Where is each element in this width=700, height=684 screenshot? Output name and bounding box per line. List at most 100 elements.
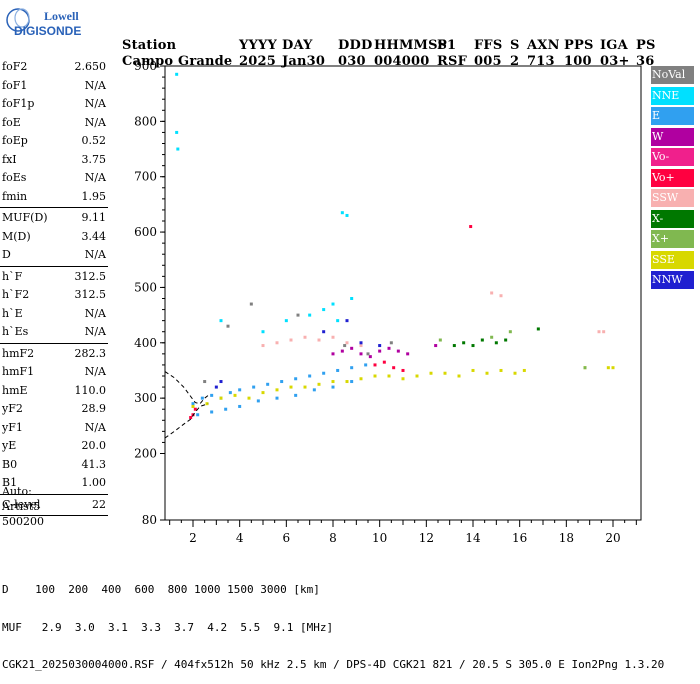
echo-point [494, 341, 498, 345]
echo-point [611, 366, 615, 370]
param-name: foE [2, 115, 21, 129]
auto-label: Auto: [2, 485, 32, 498]
echo-point [471, 344, 475, 348]
x-tick-label: 2 [189, 531, 197, 545]
param-b0: B0 41.3 [0, 456, 110, 475]
echo-point [345, 319, 349, 323]
param-fmin: fmin 1.95 [0, 188, 110, 207]
echo-point [480, 338, 484, 342]
echo-point [317, 338, 321, 342]
echo-point [214, 385, 218, 389]
autoscaling-info: Auto: Artist5 500200 [2, 484, 44, 529]
echo-point [294, 393, 298, 397]
legend-vo: Vo- [651, 148, 694, 166]
echo-point [359, 344, 363, 348]
y-tick-label: 900 [134, 59, 157, 73]
param-value: 1.00 [81, 476, 107, 489]
echo-point [247, 396, 251, 400]
scaled-parameters-panel: foF2 2.650 foF1 N/A foF1p N/A foE N/A foEp 0.52 fx… [0, 58, 110, 517]
echo-point [359, 341, 363, 345]
echo-point [224, 407, 228, 411]
echo-point [382, 360, 386, 364]
echo-point [373, 374, 377, 378]
echo-point [322, 308, 326, 312]
footer-distance-row: D 100 200 400 600 800 1000 1500 3000 [km… [2, 583, 320, 596]
echo-point [378, 344, 382, 348]
echo-point [210, 393, 214, 397]
header-value-7: 2 [510, 54, 519, 69]
logo-line1: Lowell [44, 9, 79, 23]
param-value: 0.52 [81, 134, 107, 147]
echo-point [189, 416, 193, 420]
param-ye: yE 20.0 [0, 437, 110, 456]
param-name: C-level [2, 497, 41, 511]
header-label-3: DDD [338, 38, 372, 53]
x-tick-label: 18 [559, 531, 574, 545]
echo-point [196, 413, 200, 417]
footer-info: D 100 200 400 600 800 1000 1500 3000 [km… [2, 559, 664, 684]
param-hme: hmE 110.0 [0, 382, 110, 401]
param-value: 3.75 [81, 152, 107, 166]
echo-point [303, 385, 307, 389]
param-name: MUF(D) [2, 211, 48, 224]
series-nne [175, 72, 354, 334]
echo-point [345, 213, 349, 217]
param-value: 41.3 [81, 457, 107, 471]
echo-point [303, 335, 307, 339]
param-name: yF1 [2, 420, 23, 434]
param-separator [0, 207, 108, 208]
legend-ssw: SSW [651, 189, 694, 207]
echo-point [350, 346, 354, 350]
echo-point [210, 410, 214, 414]
param-value: N/A [84, 325, 106, 338]
param-foes: foEs N/A [0, 169, 110, 188]
echo-point [368, 355, 372, 359]
echo-point [387, 346, 391, 350]
param-name: hmF1 [2, 365, 35, 378]
echo-point [205, 402, 209, 406]
echo-point [280, 380, 284, 384]
param-name: hmE [2, 383, 28, 397]
echo-point [203, 380, 207, 384]
echo-point [256, 399, 260, 403]
echo-point [597, 330, 601, 334]
echo-point [331, 380, 335, 384]
header-value-9: 100 [564, 54, 592, 69]
echo-point [193, 407, 197, 411]
param-name: fxI [2, 152, 17, 166]
echo-point [331, 335, 335, 339]
x-axis: 2 4 6 8 10 12 14 16 18 20 [169, 520, 637, 545]
echo-point [275, 388, 279, 392]
echo-point [219, 319, 223, 323]
series-vo [189, 225, 473, 420]
echo-point [485, 371, 489, 375]
echo-point [289, 338, 293, 342]
param-fof1p: foF1p N/A [0, 95, 110, 114]
legend-e: E [651, 107, 694, 125]
param-name: fmin [2, 189, 28, 203]
echo-point [226, 324, 230, 328]
x-tick-label: 4 [236, 531, 244, 545]
echo-point [513, 371, 517, 375]
echo-point [176, 147, 180, 151]
echo-point [331, 385, 335, 389]
legend-nne: NNE [651, 86, 694, 105]
y-tick-label: 400 [134, 336, 157, 350]
param-hmf1: hmF1 N/A [0, 363, 110, 382]
series-x [452, 327, 540, 348]
param-name: h`Es [2, 325, 29, 338]
param-foe: foE N/A [0, 114, 110, 133]
echo-point [415, 374, 419, 378]
series-x [438, 330, 587, 370]
param-hes: h`Es N/A [0, 323, 110, 342]
param-name: D [2, 248, 11, 261]
param-b1: B1 1.00 [0, 474, 110, 493]
echo-point [233, 393, 237, 397]
legend-x: X+ [651, 230, 694, 248]
x-tick-label: 12 [419, 531, 434, 545]
echo-point [396, 349, 400, 353]
echo-point [508, 330, 512, 334]
param-name: yF2 [2, 402, 23, 415]
echo-point [522, 368, 526, 372]
